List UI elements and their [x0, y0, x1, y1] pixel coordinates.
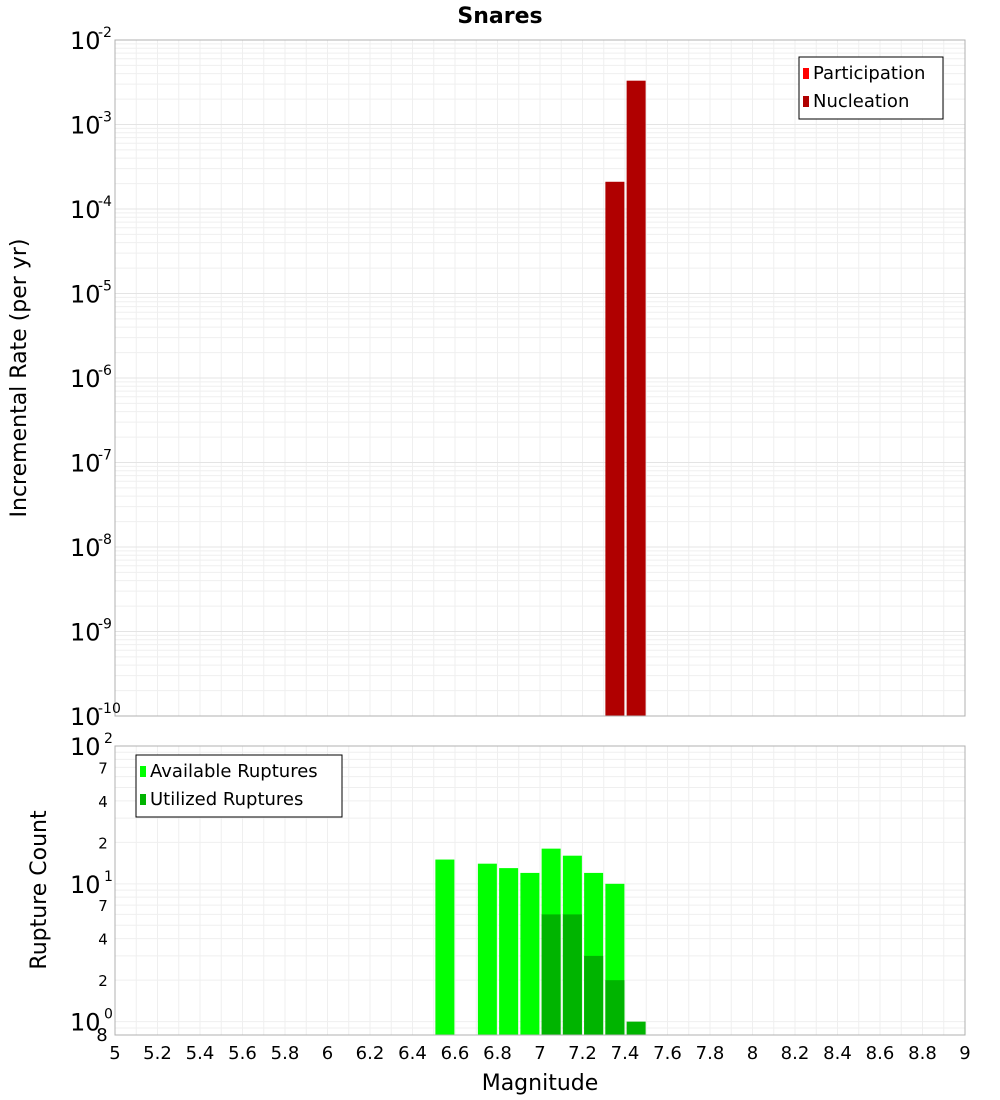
x-tick-label: 7	[534, 1043, 545, 1064]
y-tick-label: 10-2	[70, 25, 112, 55]
legend: Available Ruptures Utilized Ruptures	[135, 754, 343, 818]
x-tick-label: 8.4	[823, 1043, 852, 1064]
y-tick-exponent: 0	[104, 1007, 113, 1023]
y-tick-base: 10	[70, 619, 101, 647]
x-tick-label: 6.2	[356, 1043, 385, 1064]
y-minor-tick-label: 2	[98, 972, 108, 990]
y-minor-tick-label: 4	[98, 931, 108, 949]
y-tick-base: 10	[70, 365, 101, 393]
legend-item-label: Nucleation	[813, 91, 909, 112]
x-tick-label: 8	[747, 1043, 758, 1064]
y-tick-label: 10-9	[70, 617, 112, 647]
y-tick-label: 10-8	[70, 532, 112, 562]
bar-utilized-ruptures	[541, 914, 561, 1035]
y-minor-tick-label: 4	[98, 793, 108, 811]
y-tick-label: 10-10	[70, 701, 121, 731]
y-tick-base: 10	[70, 281, 101, 309]
bar-utilized-ruptures	[626, 1021, 646, 1035]
y-tick-exponent: -3	[98, 110, 112, 126]
legend-swatch	[140, 766, 146, 777]
x-tick-label: 7.4	[611, 1043, 640, 1064]
legend-item-label: Participation	[813, 63, 925, 84]
y-tick-base: 10	[70, 534, 101, 562]
x-tick-label: 7.2	[568, 1043, 597, 1064]
y-tick-base: 10	[70, 703, 101, 731]
bar-available-ruptures	[435, 859, 455, 1035]
bar-utilized-ruptures	[562, 914, 582, 1035]
y-tick-exponent: 2	[104, 731, 113, 747]
y-minor-tick-label: 7	[98, 759, 108, 777]
chart-title: Snares	[457, 4, 542, 29]
legend-box	[135, 754, 343, 818]
x-tick-label: 5.8	[271, 1043, 300, 1064]
y-tick-base: 10	[70, 871, 101, 899]
x-tick-label: 7.8	[696, 1043, 725, 1064]
y-tick-exponent: 1	[104, 869, 113, 885]
x-tick-label: 9	[959, 1043, 970, 1064]
legend-item-label: Utilized Ruptures	[150, 789, 303, 810]
x-tick-label: 8.6	[866, 1043, 895, 1064]
y-tick-exponent: -7	[98, 448, 112, 464]
x-tick-label: 5.6	[228, 1043, 257, 1064]
y-axis-label: Incremental Rate (per yr)	[7, 239, 32, 518]
legend-swatch	[803, 68, 809, 79]
y-tick-base: 10	[70, 27, 101, 55]
y-minor-tick-label: 2	[98, 834, 108, 852]
y-minor-tick-label: 7	[98, 897, 108, 915]
legend-item-label: Available Ruptures	[150, 761, 318, 782]
y-tick-exponent: -8	[98, 532, 112, 548]
legend-swatch	[803, 96, 809, 107]
y-tick-label: 10 2	[70, 731, 113, 761]
bar-nucleation	[626, 80, 646, 717]
x-tick-label: 6.6	[441, 1043, 470, 1064]
legend-box	[798, 56, 944, 120]
y-tick-exponent: -4	[98, 194, 112, 210]
bar-available-ruptures	[477, 863, 497, 1035]
y-minor-tick-label: 8	[96, 1025, 107, 1046]
bar-nucleation	[605, 181, 625, 717]
y-tick-exponent: -2	[98, 25, 112, 41]
y-tick-exponent: -6	[98, 363, 112, 379]
legend: Participation Nucleation	[798, 56, 944, 120]
y-tick-base: 10	[70, 112, 101, 140]
y-tick-exponent: -9	[98, 617, 112, 633]
bar-utilized-ruptures	[584, 955, 604, 1035]
legend-swatch	[140, 794, 146, 805]
bar-utilized-ruptures	[605, 980, 625, 1035]
x-tick-label: 8.8	[908, 1043, 937, 1064]
y-tick-label: 10-4	[70, 194, 112, 224]
y-tick-base: 10	[70, 733, 101, 761]
bar-available-ruptures	[499, 868, 519, 1035]
x-tick-label: 5.4	[186, 1043, 215, 1064]
x-tick-label: 6.8	[483, 1043, 512, 1064]
y-axis-label: Rupture Count	[27, 810, 52, 970]
top-horizontal-grid	[115, 43, 965, 717]
x-tick-label: 5	[109, 1043, 120, 1064]
y-tick-exponent: -10	[98, 701, 121, 717]
y-tick-label: 10-6	[70, 363, 112, 393]
x-tick-label: 6.4	[398, 1043, 427, 1064]
y-tick-label: 10-7	[70, 448, 112, 478]
bottom-plot-frame	[114, 745, 966, 1036]
bar-available-ruptures	[520, 872, 540, 1035]
top-plot-frame	[114, 39, 966, 717]
y-tick-label: 10 1	[70, 869, 113, 899]
x-tick-label: 5.2	[143, 1043, 172, 1064]
x-tick-label: 6	[322, 1043, 333, 1064]
y-tick-label: 10-3	[70, 110, 112, 140]
y-tick-exponent: -5	[98, 279, 112, 295]
x-tick-label: 7.6	[653, 1043, 682, 1064]
y-tick-label: 10-5	[70, 279, 112, 309]
y-tick-base: 10	[70, 1009, 101, 1037]
y-tick-base: 10	[70, 450, 101, 478]
y-tick-label: 10 0	[70, 1007, 113, 1037]
x-axis-label: Magnitude	[482, 1071, 599, 1096]
x-tick-label: 8.2	[781, 1043, 810, 1064]
y-tick-base: 10	[70, 196, 101, 224]
